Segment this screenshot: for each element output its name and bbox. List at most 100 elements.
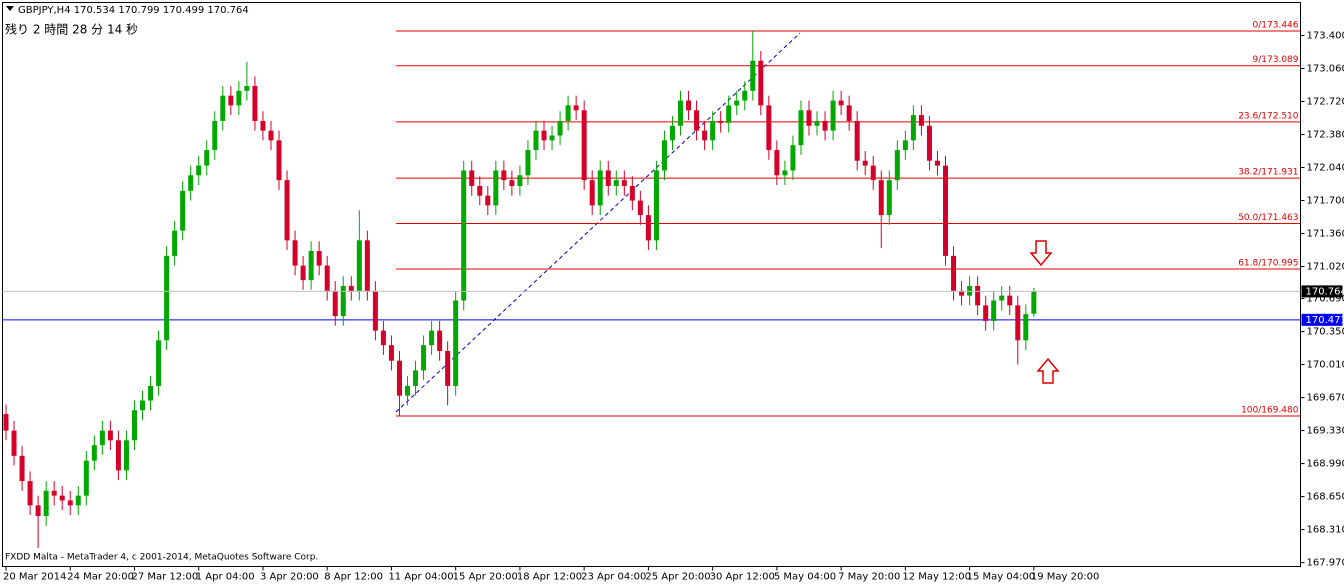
candle-body bbox=[220, 95, 226, 121]
candle-body bbox=[718, 120, 724, 123]
candle-body bbox=[1031, 291, 1037, 314]
candle-body bbox=[533, 130, 539, 151]
candle-body bbox=[3, 414, 9, 431]
candle-body bbox=[862, 160, 868, 166]
y-tick-label: 168.650 bbox=[1307, 492, 1344, 503]
candle-body bbox=[967, 285, 973, 296]
candle-body bbox=[59, 495, 65, 501]
candle-body bbox=[822, 120, 828, 131]
plot-frame bbox=[2, 2, 1301, 567]
candle-body bbox=[549, 135, 555, 141]
y-tick-label: 173.400 bbox=[1307, 31, 1344, 42]
candle-body bbox=[798, 110, 804, 146]
x-tick-label: 8 Apr 12:00 bbox=[324, 572, 383, 583]
candle-body bbox=[364, 240, 370, 291]
candle-body bbox=[999, 295, 1005, 301]
symbol: GBPJPY,H4 bbox=[18, 5, 71, 16]
candle-body bbox=[766, 105, 772, 151]
candle-body bbox=[252, 85, 258, 121]
candle-body bbox=[597, 170, 603, 206]
footer: FXDD Malta - MetaTrader 4, c 2001-2014, … bbox=[5, 553, 318, 563]
candle-body bbox=[292, 240, 298, 266]
candle-body bbox=[951, 255, 957, 291]
candle-body bbox=[918, 115, 924, 126]
candle-body bbox=[774, 150, 780, 176]
candle-body bbox=[308, 251, 314, 281]
candle-body bbox=[1015, 305, 1021, 341]
x-tick-label: 3 Apr 20:00 bbox=[260, 572, 319, 583]
x-tick-label: 18 Apr 12:00 bbox=[517, 572, 582, 583]
header-close: 170.764 bbox=[207, 5, 248, 16]
y-tick-label: 172.040 bbox=[1307, 163, 1344, 174]
x-tick-label: 1 Apr 04:00 bbox=[196, 572, 255, 583]
price-tag bbox=[1301, 313, 1343, 326]
candle-body bbox=[51, 490, 57, 496]
candle-body bbox=[589, 180, 595, 206]
bar-timer: 残り 2 時間 28 分 14 秒 bbox=[5, 23, 138, 37]
candle-body bbox=[878, 180, 884, 216]
candle-body bbox=[396, 360, 402, 396]
candle-body bbox=[43, 490, 49, 517]
x-tick-label: 30 Apr 12:00 bbox=[710, 572, 775, 583]
candle-body bbox=[581, 110, 587, 181]
candle-body bbox=[838, 100, 844, 106]
fib-label: 0/173.446 bbox=[1253, 21, 1299, 31]
candle-body bbox=[943, 165, 949, 256]
candle-body bbox=[388, 345, 394, 361]
candle-body bbox=[645, 215, 651, 241]
y-tick-label: 168.310 bbox=[1307, 525, 1344, 536]
candle-body bbox=[517, 175, 523, 186]
candle-body bbox=[204, 150, 210, 166]
candle-body bbox=[493, 170, 499, 206]
header-low: 170.499 bbox=[163, 5, 204, 16]
candle-body bbox=[115, 440, 121, 471]
y-tick-label: 169.670 bbox=[1307, 393, 1344, 404]
current-price-tag bbox=[1301, 285, 1343, 298]
candle-body bbox=[694, 110, 700, 131]
candle-body bbox=[637, 200, 643, 216]
candle-body bbox=[669, 125, 675, 141]
y-tick-label: 171.020 bbox=[1307, 262, 1344, 273]
candle-body bbox=[260, 120, 266, 131]
candle-body bbox=[613, 180, 619, 186]
candle-body bbox=[83, 460, 89, 496]
candle-body bbox=[975, 285, 981, 306]
candle-body bbox=[148, 385, 154, 401]
y-tick-label: 168.990 bbox=[1307, 459, 1344, 470]
y-tick-label: 167.970 bbox=[1307, 558, 1344, 569]
candle-body bbox=[172, 230, 178, 256]
candle-body bbox=[372, 290, 378, 331]
candle-body bbox=[814, 120, 820, 126]
x-tick-label: 15 May 04:00 bbox=[967, 572, 1036, 583]
x-tick-label: 19 May 20:00 bbox=[1031, 572, 1100, 583]
candle-body bbox=[324, 265, 330, 291]
y-tick-label: 171.360 bbox=[1307, 229, 1344, 240]
candle-body bbox=[180, 190, 186, 231]
candle-body bbox=[11, 430, 17, 456]
candle-body bbox=[653, 170, 659, 241]
candle-body bbox=[75, 495, 81, 506]
candle-body bbox=[380, 330, 386, 346]
candle-body bbox=[405, 385, 410, 396]
candle-body bbox=[750, 60, 756, 91]
candle-body bbox=[236, 90, 242, 106]
candle-body bbox=[509, 180, 515, 186]
candle-body bbox=[461, 170, 467, 301]
x-tick-label: 23 Apr 04:00 bbox=[581, 572, 646, 583]
candle-body bbox=[421, 345, 427, 371]
y-tick-label: 173.060 bbox=[1307, 64, 1344, 75]
candle-body bbox=[573, 105, 579, 111]
y-tick-label: 172.720 bbox=[1307, 97, 1344, 108]
candle-body bbox=[565, 105, 571, 121]
candle-body bbox=[710, 120, 716, 141]
fib-label: 61.8/170.995 bbox=[1238, 258, 1298, 268]
x-tick-label: 24 Mar 20:00 bbox=[67, 572, 134, 583]
candle-body bbox=[300, 265, 306, 281]
fib-label: 50.0/171.463 bbox=[1238, 213, 1298, 223]
candle-body bbox=[621, 180, 627, 186]
candle-body bbox=[332, 290, 338, 317]
candle-body bbox=[934, 160, 940, 166]
candle-body bbox=[983, 305, 989, 321]
price-tag-label: 170.471 bbox=[1306, 315, 1344, 326]
